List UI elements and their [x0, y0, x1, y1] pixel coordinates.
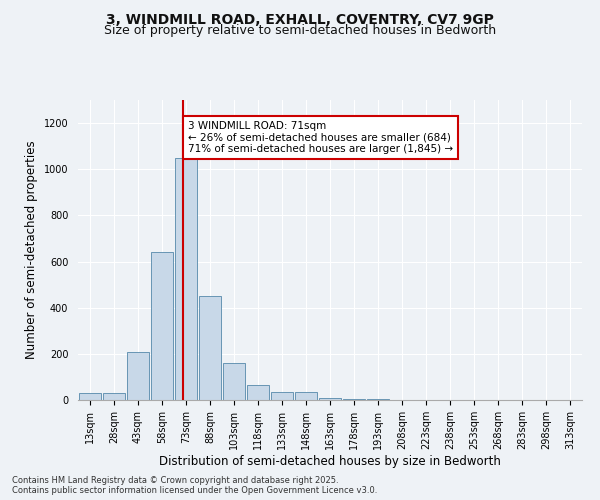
Bar [199, 296, 221, 400]
X-axis label: Distribution of semi-detached houses by size in Bedworth: Distribution of semi-detached houses by … [159, 454, 501, 468]
Bar [79, 393, 101, 400]
Bar [127, 352, 149, 400]
Bar [223, 363, 245, 400]
Bar [343, 399, 365, 400]
Bar [295, 392, 317, 400]
Text: 3, WINDMILL ROAD, EXHALL, COVENTRY, CV7 9GP: 3, WINDMILL ROAD, EXHALL, COVENTRY, CV7 … [106, 12, 494, 26]
Bar [247, 385, 269, 400]
Text: Size of property relative to semi-detached houses in Bedworth: Size of property relative to semi-detach… [104, 24, 496, 37]
Bar [175, 158, 197, 400]
Y-axis label: Number of semi-detached properties: Number of semi-detached properties [25, 140, 38, 360]
Text: 3 WINDMILL ROAD: 71sqm
← 26% of semi-detached houses are smaller (684)
71% of se: 3 WINDMILL ROAD: 71sqm ← 26% of semi-det… [188, 121, 453, 154]
Bar [151, 252, 173, 400]
Bar [103, 393, 125, 400]
Bar [319, 398, 341, 400]
Text: Contains HM Land Registry data © Crown copyright and database right 2025.
Contai: Contains HM Land Registry data © Crown c… [12, 476, 377, 495]
Bar [271, 392, 293, 400]
